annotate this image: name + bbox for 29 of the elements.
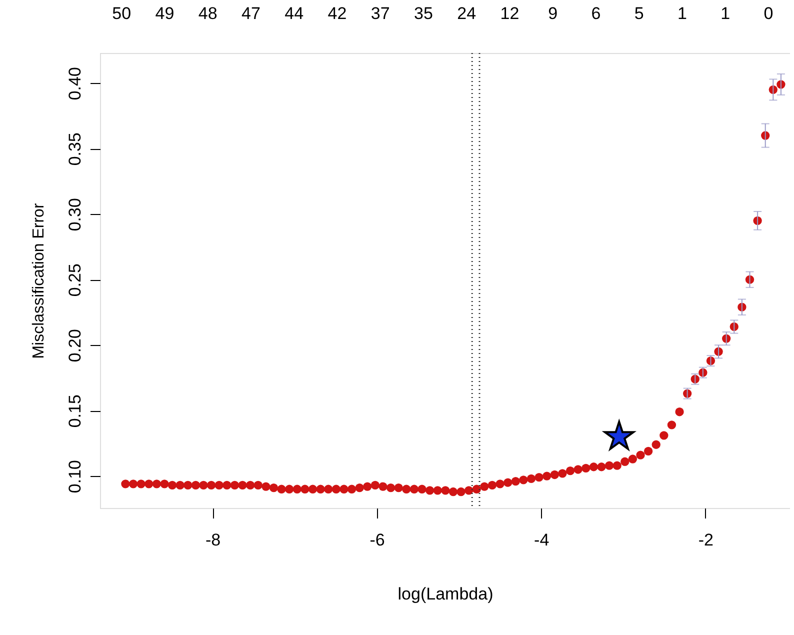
y-tick-label: 0.35 [66, 132, 84, 166]
text: 5 [634, 4, 644, 23]
x-tick-label: -2 [698, 530, 714, 550]
text: 49 [155, 4, 174, 23]
text: 0 [764, 4, 774, 23]
text: 24 [457, 4, 476, 23]
text: 1 [677, 4, 687, 23]
text: 44 [284, 4, 304, 23]
text: 37 [370, 4, 390, 23]
x-tick-label: -8 [205, 530, 221, 550]
x-tick-label: -6 [370, 530, 385, 550]
text: 48 [198, 4, 218, 23]
text: 6 [591, 4, 601, 23]
y-tick-label: 0.10 [66, 460, 84, 494]
text: 1 [720, 4, 730, 23]
y-tick-label: 0.20 [66, 329, 84, 362]
text: 12 [500, 4, 520, 23]
y-tick-label: 0.40 [66, 67, 84, 100]
text: 35 [414, 4, 433, 23]
y-axis-title: Misclassification Error [30, 202, 48, 359]
y-tick-label: 0.25 [66, 264, 84, 297]
y-tick-label: 0.30 [66, 198, 84, 232]
text: 9 [548, 4, 558, 23]
x-tick-label: -4 [534, 530, 550, 550]
x-axis-title: log(Lambda) [398, 584, 494, 604]
y-tick-label: 0.15 [66, 394, 84, 428]
text: 42 [328, 4, 347, 23]
text: 50 [112, 4, 132, 23]
text: 47 [241, 4, 260, 23]
